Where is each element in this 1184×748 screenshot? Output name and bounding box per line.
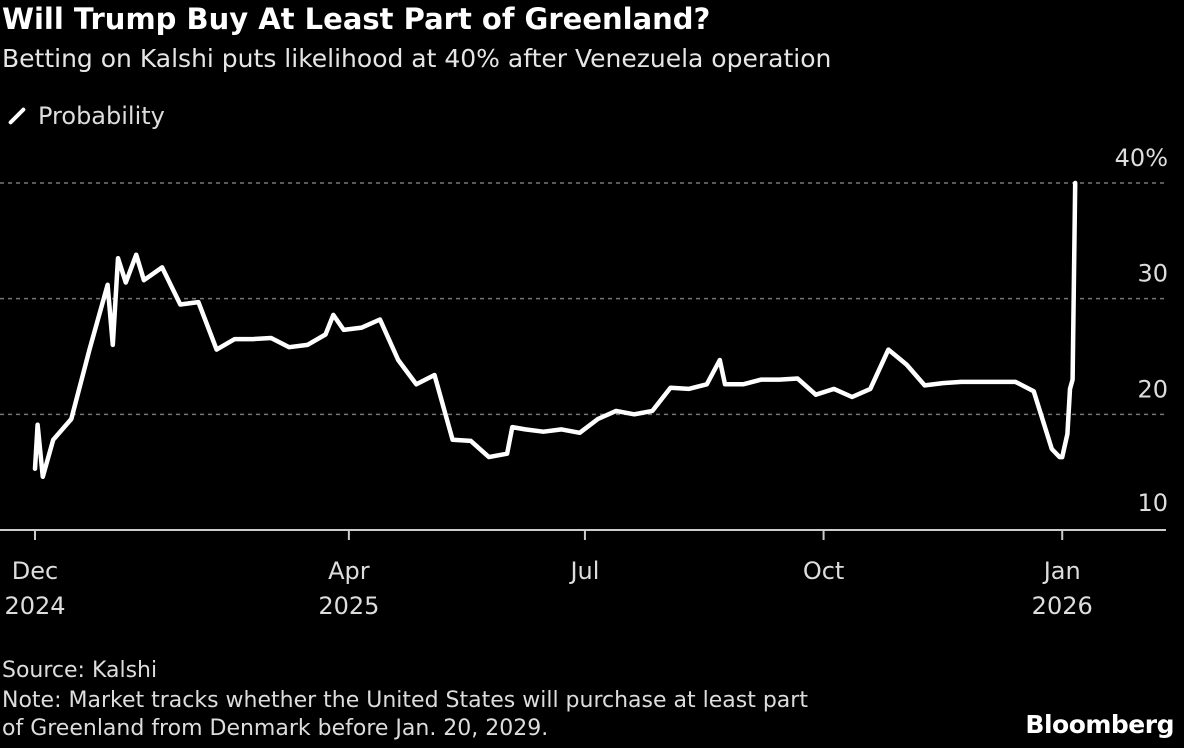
x-tick-label: Dec [12,557,58,585]
x-tick-label: Jan [1042,557,1081,585]
legend-label: Probability [38,102,165,130]
y-tick-label: 20 [1137,375,1168,403]
x-tick-year-label: 2025 [318,592,379,620]
chart-subtitle: Betting on Kalshi puts likelihood at 40%… [2,44,832,73]
source-note: Source: Kalshi [2,658,158,683]
footnote-line-2: of Greenland from Denmark before Jan. 20… [2,716,549,741]
x-tick-label: Apr [328,557,370,585]
y-tick-label: 30 [1137,260,1168,288]
y-tick-label: 40% [1115,144,1168,172]
footnote-line-1: Note: Market tracks whether the United S… [2,688,808,713]
probability-line [32,180,1078,480]
chart-title: Will Trump Buy At Least Part of Greenlan… [2,2,711,36]
x-tick-label: Jul [568,557,599,585]
x-tick-year-label: 2024 [4,592,65,620]
x-tick-year-label: 2026 [1032,592,1093,620]
legend: Probability [6,102,165,130]
x-tick-label: Oct [803,557,845,585]
bloomberg-logo: Bloomberg [1025,710,1174,739]
y-tick-label: 10 [1137,489,1168,517]
